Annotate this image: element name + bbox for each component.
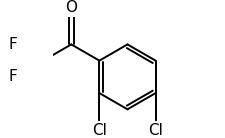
Text: F: F bbox=[8, 69, 17, 84]
Text: F: F bbox=[8, 37, 17, 52]
Text: O: O bbox=[65, 0, 77, 15]
Text: Cl: Cl bbox=[92, 123, 106, 138]
Text: Cl: Cl bbox=[148, 123, 162, 138]
